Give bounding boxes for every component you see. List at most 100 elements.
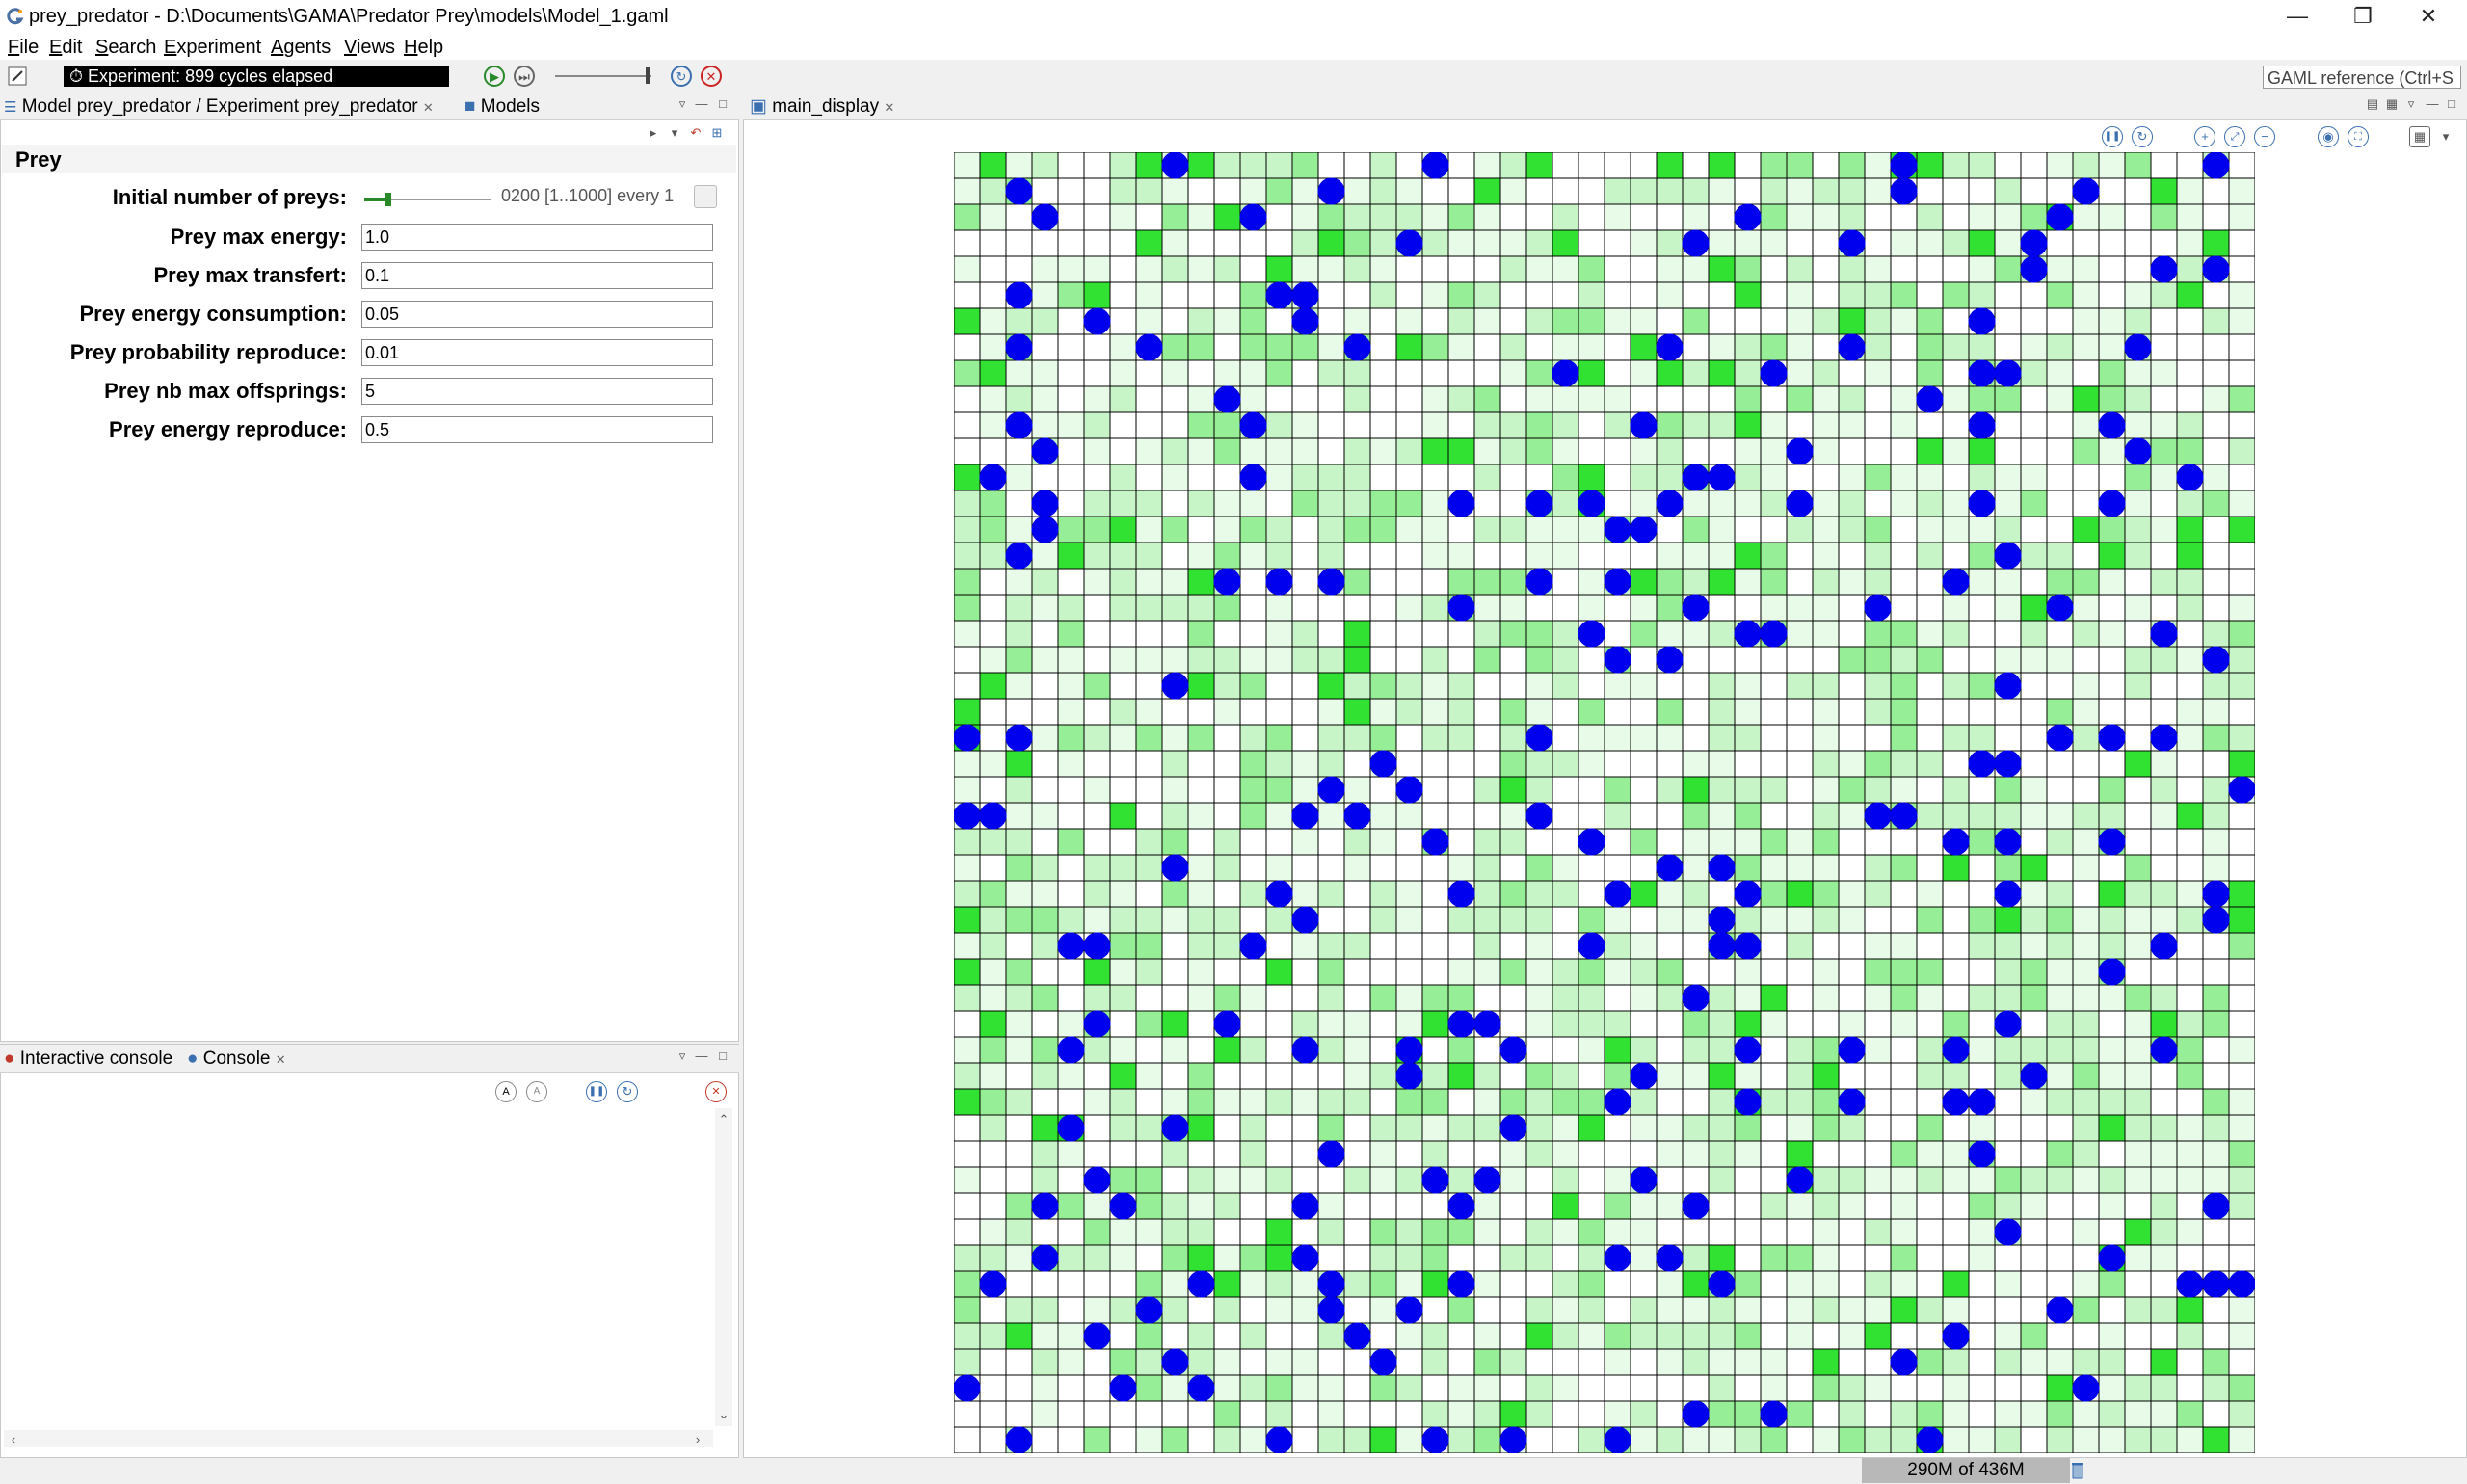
prey-agent[interactable]: [1994, 542, 2022, 570]
prey-agent[interactable]: [1395, 229, 1423, 257]
prey-agent[interactable]: [1682, 984, 1710, 1012]
prey-agent[interactable]: [1916, 1426, 1944, 1453]
console-view-menu-icon[interactable]: ▿: [678, 1048, 686, 1063]
prey-agent[interactable]: [1604, 568, 1631, 596]
prey-agent[interactable]: [1890, 802, 1918, 830]
prey-agent[interactable]: [2124, 437, 2152, 465]
prey-agent[interactable]: [1031, 516, 1059, 543]
prey-agent[interactable]: [2098, 411, 2126, 439]
prey-agent[interactable]: [1916, 385, 1944, 413]
prey-agent[interactable]: [1760, 620, 1788, 648]
prey-agent[interactable]: [1265, 281, 1293, 309]
prey-agent[interactable]: [1421, 1166, 1449, 1194]
prey-agent[interactable]: [1031, 1244, 1059, 1272]
prey-agent[interactable]: [2098, 1244, 2126, 1272]
speed-slider-track[interactable]: [555, 75, 651, 77]
minimize-icon[interactable]: —: [2287, 4, 2308, 28]
clear-console-icon[interactable]: ✕: [705, 1081, 727, 1102]
prey-agent[interactable]: [2098, 490, 2126, 517]
prey-agent[interactable]: [1291, 1036, 1319, 1064]
prey-agent[interactable]: [1161, 152, 1189, 179]
prey-agent[interactable]: [1291, 281, 1319, 309]
menu-views[interactable]: Views: [344, 37, 395, 58]
prey-agent[interactable]: [1968, 1088, 1996, 1116]
console-vertical-scrollbar[interactable]: [715, 1108, 732, 1426]
prey-agent[interactable]: [1968, 750, 1996, 778]
prey-agent[interactable]: [2046, 1296, 2074, 1324]
prey-agent[interactable]: [2150, 255, 2178, 283]
prey-agent[interactable]: [1604, 516, 1631, 543]
prey-agent[interactable]: [1942, 568, 1970, 596]
simulation-grid[interactable]: [954, 152, 2255, 1453]
prey-agent[interactable]: [2046, 594, 2074, 622]
prey-agent[interactable]: [1239, 932, 1267, 960]
prey-agent[interactable]: [1135, 1296, 1163, 1324]
prey-agent[interactable]: [2098, 724, 2126, 752]
revert-icon[interactable]: ↶: [690, 125, 702, 140]
prey-agent[interactable]: [1734, 1036, 1762, 1064]
prey-agent[interactable]: [1317, 568, 1345, 596]
close-tab-icon[interactable]: ✕: [422, 100, 434, 115]
prey-nb-max-offsprings-input[interactable]: [361, 378, 713, 405]
prey-agent[interactable]: [1447, 1270, 1475, 1298]
maximize-panel-icon[interactable]: □: [719, 96, 727, 111]
prey-agent[interactable]: [1083, 1010, 1111, 1038]
prey-agent[interactable]: [1395, 1036, 1423, 1064]
scroll-left-icon[interactable]: ‹: [11, 1432, 16, 1446]
prey-agent[interactable]: [1578, 932, 1605, 960]
prey-agent[interactable]: [1187, 1374, 1215, 1402]
prey-agent[interactable]: [1525, 568, 1553, 596]
prey-agent[interactable]: [1317, 1296, 1345, 1324]
sync-display-icon[interactable]: ↻: [2132, 126, 2153, 147]
prey-agent[interactable]: [1578, 620, 1605, 648]
prey-agent[interactable]: [1864, 802, 1892, 830]
prey-agent[interactable]: [2150, 620, 2178, 648]
close-console-tab-icon[interactable]: ✕: [275, 1052, 286, 1067]
prey-agent[interactable]: [1421, 152, 1449, 179]
close-display-tab-icon[interactable]: ✕: [884, 100, 895, 115]
prey-agent[interactable]: [1447, 594, 1475, 622]
prey-agent[interactable]: [1291, 906, 1319, 934]
prey-agent[interactable]: [1031, 203, 1059, 231]
prey-agent[interactable]: [979, 464, 1007, 491]
prey-agent[interactable]: [1213, 385, 1241, 413]
prey-agent[interactable]: [979, 802, 1007, 830]
prey-agent[interactable]: [1656, 333, 1684, 361]
prey-agent[interactable]: [1578, 828, 1605, 856]
prey-agent[interactable]: [1369, 1348, 1397, 1376]
prey-agent[interactable]: [1447, 490, 1475, 517]
initial-preys-slider[interactable]: [364, 199, 491, 200]
prey-agent[interactable]: [1213, 568, 1241, 596]
prey-agent[interactable]: [1604, 1088, 1631, 1116]
prey-agent[interactable]: [2202, 906, 2230, 934]
prey-agent[interactable]: [1682, 594, 1710, 622]
prey-agent[interactable]: [1031, 1192, 1059, 1220]
prey-agent[interactable]: [1005, 177, 1033, 205]
prey-agent[interactable]: [1838, 1036, 1866, 1064]
pause-console-icon[interactable]: ❚❚: [586, 1081, 607, 1102]
prey-agent[interactable]: [1109, 1192, 1137, 1220]
console-horizontal-scrollbar[interactable]: [4, 1430, 713, 1447]
prey-agent[interactable]: [1682, 229, 1710, 257]
display-maximize-icon[interactable]: □: [2448, 96, 2455, 111]
prey-agent[interactable]: [1942, 1322, 1970, 1350]
prey-agent[interactable]: [2046, 724, 2074, 752]
prey-section-header[interactable]: [2, 145, 736, 173]
prey-agent[interactable]: [1343, 802, 1371, 830]
prey-agent[interactable]: [1968, 307, 1996, 335]
prey-agent[interactable]: [1291, 1244, 1319, 1272]
prey-agent[interactable]: [1317, 177, 1345, 205]
prey-agent[interactable]: [1630, 1166, 1658, 1194]
prey-agent[interactable]: [1734, 620, 1762, 648]
add-parameter-icon[interactable]: ⊞: [711, 125, 723, 140]
prey-agent[interactable]: [1499, 1114, 1527, 1142]
menu-search[interactable]: Search: [95, 37, 157, 58]
zoom-in-icon[interactable]: +: [2194, 126, 2215, 147]
edit-model-icon[interactable]: [8, 66, 29, 88]
slider-options-button[interactable]: [694, 185, 717, 208]
menu-agents[interactable]: Agents: [271, 37, 332, 58]
prey-agent[interactable]: [1942, 1088, 1970, 1116]
prey-agent[interactable]: [1708, 1270, 1736, 1298]
prey-probability-reproduce-input[interactable]: [361, 339, 713, 366]
tab-console[interactable]: ● Console ✕: [187, 1047, 286, 1072]
